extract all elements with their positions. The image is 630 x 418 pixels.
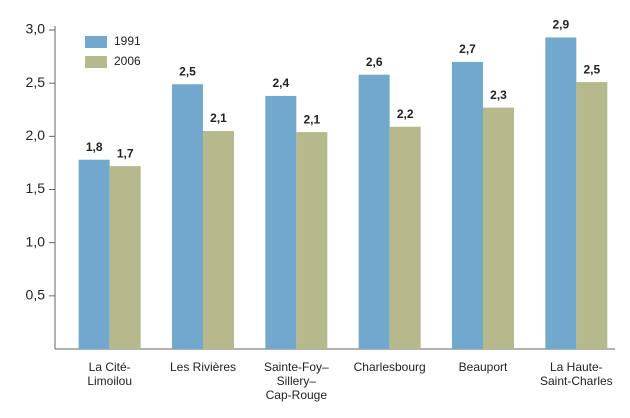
value-label: 2,2 (397, 107, 414, 121)
value-label: 2,3 (490, 88, 507, 102)
y-tick-label: 2,0 (26, 127, 46, 143)
legend-label: 1991 (114, 34, 141, 48)
value-label: 1,7 (117, 146, 134, 160)
value-label: 2,1 (303, 112, 320, 126)
x-tick-label: Sainte-Foy– (264, 360, 329, 374)
legend-label: 2006 (114, 54, 141, 68)
x-tick-label: Beauport (459, 360, 508, 374)
value-label: 2,5 (583, 62, 600, 76)
value-label: 1,8 (86, 140, 103, 154)
value-label: 2,9 (552, 18, 569, 32)
x-tick-label: Limoilou (87, 374, 132, 388)
x-tick-label: Charlesbourg (354, 360, 426, 374)
x-tick-label: Les Rivières (170, 360, 236, 374)
bar (203, 131, 234, 349)
y-tick-label: 3,0 (26, 21, 46, 37)
value-label: 2,5 (179, 64, 196, 78)
legend-swatch (85, 56, 107, 68)
bar (78, 159, 110, 349)
bar (265, 95, 297, 349)
y-tick-label: 0,5 (26, 287, 46, 303)
y-tick-label: 2,5 (26, 74, 46, 90)
bar (358, 74, 390, 349)
value-label: 2,7 (459, 42, 476, 56)
bar (483, 107, 514, 349)
bar (545, 37, 577, 350)
value-label: 2,4 (272, 76, 289, 90)
x-tick-label: Cap-Rouge (266, 388, 328, 402)
bar (172, 84, 203, 349)
y-tick-label: 1,0 (26, 233, 46, 249)
x-tick-label: Saint-Charles (540, 374, 613, 388)
x-tick-label: Sillery– (277, 374, 317, 388)
bar (296, 132, 328, 349)
bar (452, 61, 483, 350)
x-tick-label: La Cité- (89, 360, 131, 374)
legend-swatch (85, 36, 107, 48)
bar (576, 82, 608, 349)
value-label: 2,6 (366, 55, 383, 69)
x-tick-label: La Haute- (550, 360, 603, 374)
value-label: 2,1 (210, 111, 227, 125)
bar (109, 166, 141, 349)
bar (389, 126, 421, 349)
y-tick-label: 1,5 (26, 180, 46, 196)
